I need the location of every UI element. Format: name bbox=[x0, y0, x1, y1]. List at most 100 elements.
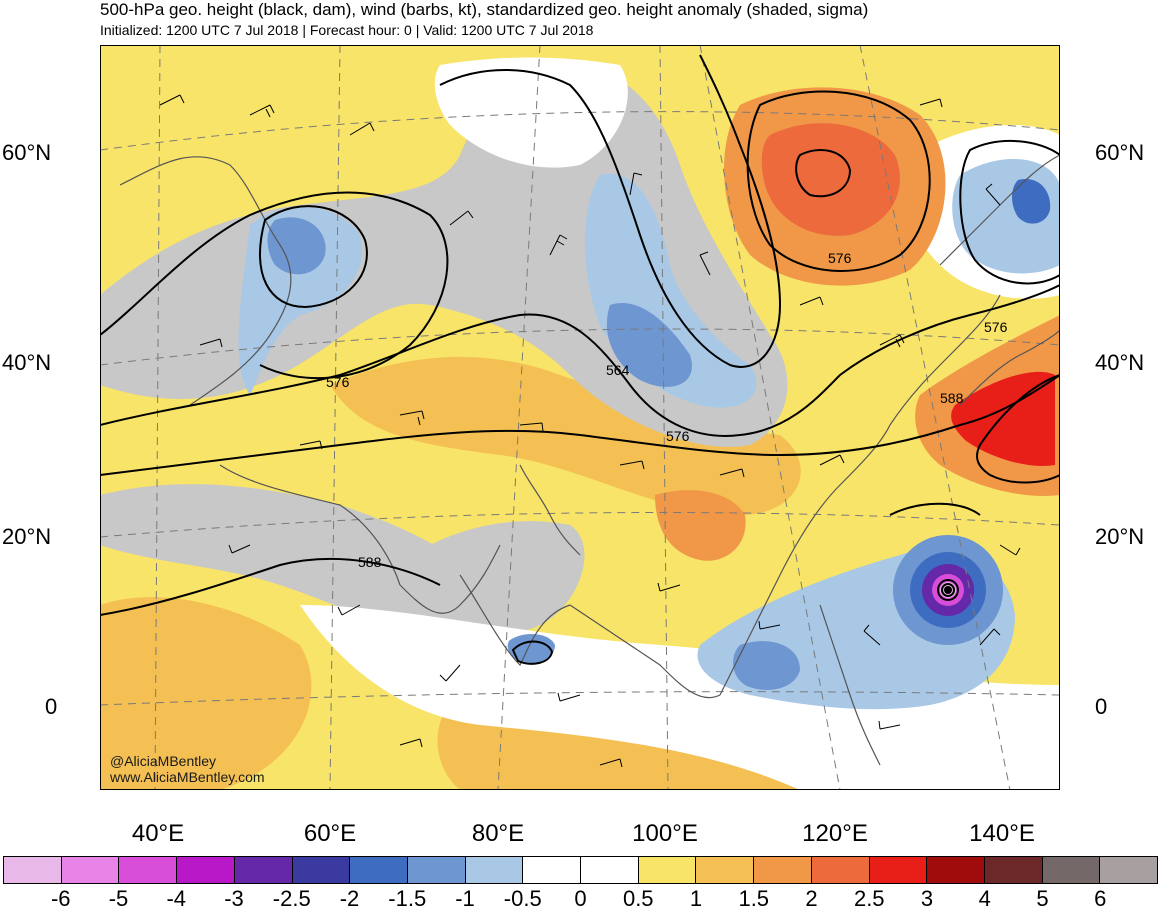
contour-label: 576 bbox=[326, 374, 350, 390]
colorbar-segment bbox=[811, 857, 870, 883]
anomaly-blue-philippine-sea bbox=[733, 641, 800, 690]
colorbar-segment bbox=[407, 857, 466, 883]
contour-ne-high bbox=[746, 90, 931, 272]
coast-india bbox=[459, 574, 571, 667]
contour-564-trough bbox=[439, 54, 782, 368]
wind-barb bbox=[878, 720, 901, 730]
chart-title: 500-hPa geo. height (black, dam), wind (… bbox=[100, 0, 869, 19]
anomaly-gray-middle bbox=[100, 484, 502, 645]
wind-barb bbox=[159, 94, 185, 106]
lat-label-right: 40°N bbox=[1095, 350, 1145, 375]
wind-barb bbox=[199, 338, 223, 348]
contour-588-pacific bbox=[889, 502, 981, 516]
wind-barb bbox=[919, 98, 943, 108]
colorbar-segment bbox=[350, 857, 408, 883]
colorbar-segment bbox=[927, 857, 985, 883]
colorbar-tick-label: 0 bbox=[574, 886, 587, 911]
colorbar-tick-label: -2.5 bbox=[272, 886, 311, 911]
map-panel: 576 576 576 576 564 588 588 bbox=[100, 45, 1060, 790]
wind-barb bbox=[999, 544, 1021, 556]
wind-barb bbox=[619, 460, 645, 470]
anomaly-blue-northeast-core bbox=[1012, 179, 1051, 224]
colorbar-tick-label: -5 bbox=[108, 886, 129, 911]
contour-typhoon-2 bbox=[941, 583, 955, 597]
lat-label-left: 0 bbox=[45, 694, 58, 719]
wind-barb bbox=[399, 738, 423, 748]
graticule-lat-60 bbox=[100, 111, 1060, 151]
contour-576-main bbox=[100, 284, 1060, 437]
lat-label-right: 60°N bbox=[1095, 140, 1145, 165]
wind-barb bbox=[349, 122, 375, 136]
wind-barb bbox=[819, 454, 845, 466]
wind-barb bbox=[439, 664, 461, 682]
lat-label-left: 60°N bbox=[2, 140, 52, 165]
contour-582 bbox=[100, 374, 1060, 476]
wind-barb bbox=[799, 296, 824, 306]
colorbar-segment bbox=[177, 857, 235, 883]
contour-caspian-inner bbox=[259, 205, 368, 309]
coast-arabia bbox=[399, 544, 501, 614]
lon-label: 80°E bbox=[471, 820, 525, 847]
graticule-lon-120 bbox=[699, 45, 841, 790]
contour-label: 576 bbox=[828, 250, 852, 266]
anomaly-orange-china bbox=[655, 490, 746, 561]
colorbar-tick-label: 6 bbox=[1094, 886, 1107, 911]
graticule-lat-0 bbox=[100, 691, 1060, 706]
colorbar-tick-label: 3 bbox=[920, 886, 934, 911]
colorbar-tick-label: 2.5 bbox=[853, 886, 885, 911]
graticule-lat-20 bbox=[100, 512, 1060, 538]
coast-southeast-asia bbox=[569, 604, 721, 699]
colorbar-tick-label: -3 bbox=[224, 886, 244, 911]
anomaly-blue-caspian-core bbox=[267, 217, 326, 275]
contour-label: 564 bbox=[606, 362, 630, 378]
lat-label-left: 40°N bbox=[2, 350, 52, 375]
colorbar-segment bbox=[234, 857, 293, 883]
anomaly-orange-west bbox=[100, 597, 312, 790]
wind-barb bbox=[249, 104, 275, 118]
coast-philippines bbox=[819, 604, 881, 766]
anomaly-gray-india bbox=[430, 521, 585, 633]
wind-barb bbox=[599, 758, 623, 768]
colorbar-segment bbox=[4, 857, 62, 883]
colorbar-segment bbox=[869, 857, 928, 883]
wind-barb bbox=[657, 582, 681, 592]
wind-barb bbox=[399, 410, 425, 426]
colorbar-segment bbox=[61, 857, 120, 883]
coastlines bbox=[119, 154, 1060, 766]
contour-label: 576 bbox=[984, 319, 1008, 335]
lon-label: 120°E bbox=[802, 820, 868, 847]
contour-label-group: 576 576 576 576 564 588 588 bbox=[326, 250, 1008, 570]
map-canvas: 576 576 576 576 564 588 588 bbox=[100, 45, 1060, 790]
colorbar-tick-label: 1.5 bbox=[738, 886, 770, 911]
typhoon-center-marker bbox=[944, 586, 952, 594]
contour-typhoon-1 bbox=[937, 579, 959, 601]
contour-ne-high-inner bbox=[795, 149, 852, 198]
colorbar-tick-label: -4 bbox=[166, 886, 187, 911]
colorbar-segment bbox=[119, 857, 178, 883]
wind-barb bbox=[629, 172, 643, 196]
wind-barb bbox=[449, 210, 474, 226]
colorbar-tick-label: 0.5 bbox=[622, 886, 654, 911]
colorbar-segment bbox=[754, 857, 812, 883]
ocean-white-north bbox=[434, 57, 628, 168]
colorbar-tick-label: 5 bbox=[1036, 886, 1049, 911]
coast-japan bbox=[959, 329, 1060, 406]
contour-label: 588 bbox=[940, 390, 964, 406]
credit-handle: @AliciaMBentley bbox=[110, 753, 217, 769]
coast-europe bbox=[119, 156, 292, 406]
anomaly-orange-band bbox=[330, 356, 801, 515]
contour-label: 576 bbox=[666, 428, 690, 444]
colorbar-tick-label: 4 bbox=[978, 886, 991, 911]
wind-barb bbox=[549, 234, 568, 256]
wind-barb bbox=[758, 620, 781, 630]
colorbar-tick-label: -1 bbox=[455, 886, 475, 911]
colorbar-segment bbox=[523, 857, 582, 883]
anomaly-blue-bay-of-bengal bbox=[507, 633, 555, 664]
contour-caspian-outer bbox=[100, 191, 449, 380]
colorbar-segment bbox=[292, 857, 351, 883]
colorbar-segment bbox=[1100, 857, 1158, 883]
coast-border-himalaya bbox=[519, 464, 581, 556]
anomaly-blue-caspian bbox=[238, 206, 362, 395]
contour-588-japan bbox=[976, 373, 1060, 484]
graticule-lat-40 bbox=[100, 328, 1060, 366]
